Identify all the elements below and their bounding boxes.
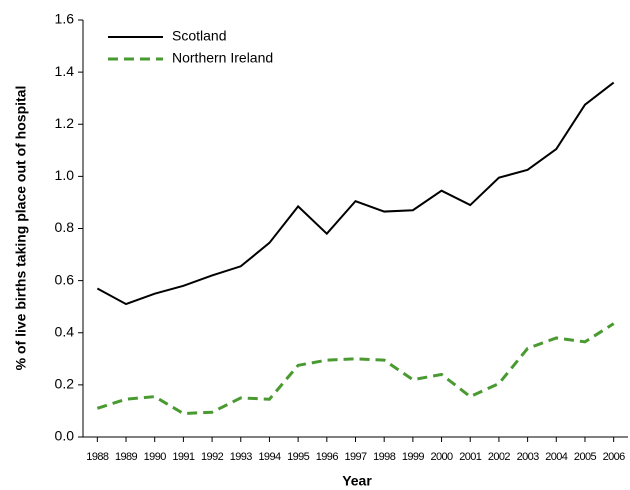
x-tick-label: 1999 [402,451,425,463]
y-tick-label: 0.0 [55,428,75,444]
y-axis-label: % of live births taking place out of hos… [13,86,29,371]
line-series [96,81,615,306]
x-tick-label: 2003 [517,451,540,463]
x-tick-label: 2001 [459,451,482,463]
legend-label: Northern Ireland [172,50,273,66]
x-tick-label: 1989 [115,451,138,463]
y-tick-label: 1.0 [55,167,75,183]
x-tick-label: 1995 [287,451,310,463]
x-tick-label: 2000 [431,451,454,463]
x-axis-label: Year [342,473,372,489]
y-tick-label: 0.4 [55,323,75,339]
y-tick-label: 0.2 [55,376,75,392]
x-tick-label: 1990 [144,451,167,463]
y-tick-label: 1.4 [55,63,75,79]
x-tick-label: 2002 [488,451,511,463]
y-tick-label: 1.2 [55,115,75,131]
x-tick-label: 2004 [545,451,568,463]
x-tick-label: 1996 [316,451,339,463]
y-tick-label: 1.6 [55,11,75,27]
x-tick-label: 2006 [603,451,626,463]
x-tick-label: 1993 [230,451,253,463]
x-tick-label: 2005 [574,451,597,463]
x-tick-label: 1998 [373,451,396,463]
x-tick-label: 1994 [258,451,281,463]
x-tick-label: 1991 [172,451,195,463]
y-tick-label: 0.6 [55,271,75,287]
legend-label: Scotland [172,28,226,44]
line-series [96,322,615,416]
x-tick-label: 1988 [86,451,109,463]
y-tick-label: 0.8 [55,219,75,235]
x-tick-label: 1997 [344,451,367,463]
x-tick-label: 1992 [201,451,224,463]
